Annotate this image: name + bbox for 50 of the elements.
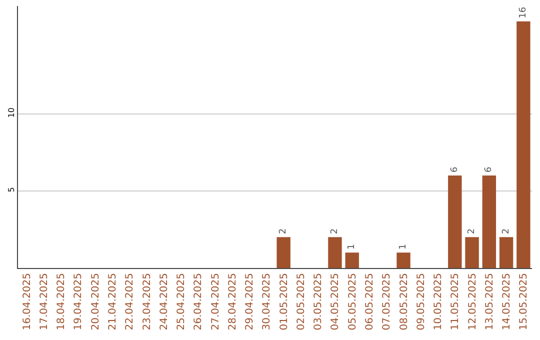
x-tick-label: 06.05.2025 <box>364 273 376 330</box>
x-tick-label: 15.05.2025 <box>518 273 530 330</box>
bar <box>482 176 496 268</box>
x-tick-label: 23.04.2025 <box>142 273 153 330</box>
x-tick-label: 21.04.2025 <box>107 273 118 330</box>
bar <box>396 252 410 268</box>
x-tick-label: 20.04.2025 <box>90 273 102 330</box>
x-tick-label: 28.04.2025 <box>227 273 238 330</box>
data-label: 2 <box>467 228 478 234</box>
x-tick-label: 03.05.2025 <box>313 273 324 330</box>
x-tick-label: 10.05.2025 <box>433 273 444 330</box>
x-tick-label: 30.04.2025 <box>262 273 273 330</box>
x-tick-label: 24.04.2025 <box>158 273 170 330</box>
data-label: 16 <box>518 6 528 18</box>
bar <box>465 237 479 268</box>
x-tick-label: 19.04.2025 <box>73 273 84 330</box>
bar <box>345 252 359 268</box>
x-tick-label: 04.05.2025 <box>330 273 342 330</box>
data-label: 2 <box>501 228 512 234</box>
x-tick-label: 11.05.2025 <box>450 273 462 330</box>
x-tick-label: 16.04.2025 <box>22 273 33 330</box>
bar <box>276 237 290 268</box>
x-tick-label: 09.05.2025 <box>416 273 427 330</box>
data-label: 1 <box>347 244 358 250</box>
bar <box>448 176 462 268</box>
data-label: 2 <box>278 228 289 234</box>
x-tick-label: 01.05.2025 <box>278 273 290 330</box>
x-tick-label: 25.04.2025 <box>176 273 188 330</box>
x-tick-label: 17.04.2025 <box>38 273 50 330</box>
bar <box>499 237 514 268</box>
data-label: 1 <box>398 244 408 250</box>
x-tick-label: 14.05.2025 <box>502 273 513 330</box>
y-tick-label: 5 <box>6 187 16 192</box>
x-tick-label: 13.05.2025 <box>484 273 496 330</box>
x-tick-label: 07.05.2025 <box>382 273 393 330</box>
x-tick-label: 26.04.2025 <box>193 273 204 330</box>
x-tick-label: 29.04.2025 <box>244 273 256 330</box>
data-label: 6 <box>484 166 494 173</box>
x-tick-label: 02.05.2025 <box>296 273 307 330</box>
x-tick-label: 22.04.2025 <box>124 273 136 330</box>
x-tick-label: 12.05.2025 <box>467 273 478 330</box>
x-tick-label: 05.05.2025 <box>347 273 358 330</box>
y-tick-label: 10 <box>6 108 16 118</box>
x-tick-label: 08.05.2025 <box>398 273 410 330</box>
bar <box>516 21 530 268</box>
x-tick-label: 18.04.2025 <box>56 273 68 330</box>
data-label: 2 <box>330 228 340 234</box>
bar <box>328 237 342 268</box>
x-tick-label: 27.04.2025 <box>210 273 222 330</box>
data-label: 6 <box>450 166 460 173</box>
